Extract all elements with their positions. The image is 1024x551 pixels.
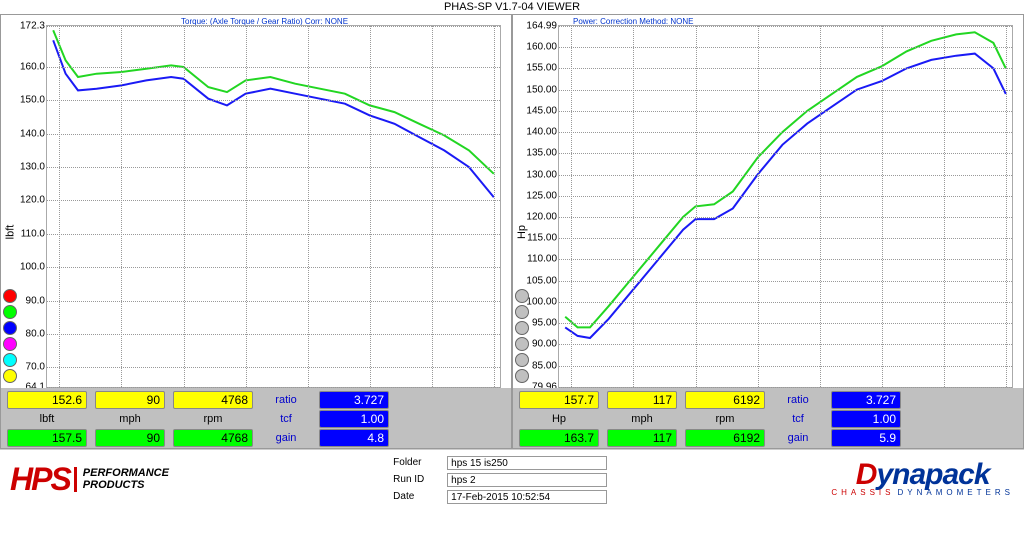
run-info-grid: Folder hps 15 is250 Run ID hps 2 Date 17… <box>393 455 607 505</box>
runid-value: hps 2 <box>447 473 607 487</box>
torque-chart-area: 64.170.080.090.0100.0110.0120.0130.0140.… <box>46 25 501 388</box>
legend-dot[interactable] <box>3 337 17 351</box>
tcf-value: 1.00 <box>319 410 389 428</box>
ratio-label: ratio <box>261 394 311 406</box>
legend-dot[interactable] <box>515 337 529 351</box>
unit-label-3: rpm <box>173 413 253 425</box>
ratio-value: 3.727 <box>319 391 389 409</box>
val-c2-green: 117 <box>607 429 677 447</box>
date-value: 17-Feb-2015 10:52:54 <box>447 490 607 504</box>
app-title: PHAS-SP V1.7-04 VIEWER <box>0 0 1024 14</box>
y-tick: 120.0 <box>7 195 47 206</box>
val-c1-yellow: 152.6 <box>7 391 87 409</box>
hp-chart-panel: Power: Correction Method: NONE 79.9685.0… <box>512 14 1024 449</box>
footer: HPS PERFORMANCE PRODUCTS Folder hps 15 i… <box>0 449 1024 509</box>
legend-dot[interactable] <box>515 321 529 335</box>
folder-label: Folder <box>393 457 443 468</box>
y-tick: 130.0 <box>7 162 47 173</box>
torque-y-label: lbft <box>4 224 16 239</box>
y-tick: 145.00 <box>519 105 559 116</box>
hp-chart-area: 79.9685.0090.0095.00100.00105.00110.0011… <box>558 25 1013 388</box>
y-tick: 110.00 <box>519 254 559 265</box>
val-c3-green: 4768 <box>173 429 253 447</box>
folder-value: hps 15 is250 <box>447 456 607 470</box>
tcf-label: tcf <box>773 413 823 425</box>
y-tick: 150.00 <box>519 84 559 95</box>
y-tick: 130.00 <box>519 169 559 180</box>
val-c1-green: 163.7 <box>519 429 599 447</box>
runid-label: Run ID <box>393 474 443 485</box>
val-c1-green: 157.5 <box>7 429 87 447</box>
unit-label-3: rpm <box>685 413 765 425</box>
val-c2-green: 90 <box>95 429 165 447</box>
hps-logo-text: HPS <box>10 465 70 494</box>
unit-label-2: mph <box>95 413 165 425</box>
val-c2-yellow: 90 <box>95 391 165 409</box>
y-tick: 120.00 <box>519 212 559 223</box>
hp-legend-dots <box>515 289 529 383</box>
val-c3-green: 6192 <box>685 429 765 447</box>
ratio-label: ratio <box>773 394 823 406</box>
gain-label: gain <box>773 432 823 444</box>
y-tick: 105.00 <box>519 275 559 286</box>
legend-dot[interactable] <box>515 353 529 367</box>
gain-label: gain <box>261 432 311 444</box>
y-tick: 164.99 <box>519 21 559 32</box>
y-tick: 100.0 <box>7 262 47 273</box>
y-tick: 135.00 <box>519 148 559 159</box>
unit-label-2: mph <box>607 413 677 425</box>
y-tick: 160.00 <box>519 42 559 53</box>
y-tick: 160.0 <box>7 62 47 73</box>
tcf-value: 1.00 <box>831 410 901 428</box>
unit-label-1: Hp <box>519 413 599 425</box>
viewer-row: Torque: (Axle Torque / Gear Ratio) Corr:… <box>0 14 1024 449</box>
hps-logo-subtitle: PERFORMANCE PRODUCTS <box>74 467 169 491</box>
series-line <box>53 40 494 197</box>
legend-dot[interactable] <box>515 289 529 303</box>
torque-legend-dots <box>3 289 17 383</box>
val-c3-yellow: 4768 <box>173 391 253 409</box>
hp-data-panel: 157.7 117 6192 ratio 3.727 Hp mph rpm tc… <box>513 388 1023 448</box>
hps-logo: HPS PERFORMANCE PRODUCTS <box>10 465 169 494</box>
ratio-value: 3.727 <box>831 391 901 409</box>
y-tick: 172.3 <box>7 21 47 32</box>
legend-dot[interactable] <box>3 321 17 335</box>
unit-label-1: lbft <box>7 413 87 425</box>
val-c2-yellow: 117 <box>607 391 677 409</box>
dynapack-logo: Dynapack CHASSIS DYNAMOMETERS <box>831 461 1014 498</box>
gain-value: 5.9 <box>831 429 901 447</box>
y-tick: 125.00 <box>519 190 559 201</box>
torque-data-panel: 152.6 90 4768 ratio 3.727 lbft mph rpm t… <box>1 388 511 448</box>
y-tick: 140.00 <box>519 127 559 138</box>
y-tick: 155.00 <box>519 63 559 74</box>
y-tick: 140.0 <box>7 128 47 139</box>
legend-dot[interactable] <box>3 353 17 367</box>
hp-y-label: Hp <box>516 224 528 238</box>
gain-value: 4.8 <box>319 429 389 447</box>
date-label: Date <box>393 491 443 502</box>
dynapack-logo-text: Dynapack <box>831 461 1014 488</box>
val-c3-yellow: 6192 <box>685 391 765 409</box>
val-c1-yellow: 157.7 <box>519 391 599 409</box>
torque-chart-panel: Torque: (Axle Torque / Gear Ratio) Corr:… <box>0 14 512 449</box>
legend-dot[interactable] <box>515 369 529 383</box>
legend-dot[interactable] <box>3 289 17 303</box>
tcf-label: tcf <box>261 413 311 425</box>
series-line <box>565 32 1006 327</box>
legend-dot[interactable] <box>515 305 529 319</box>
series-line <box>53 30 494 174</box>
legend-dot[interactable] <box>3 369 17 383</box>
y-tick: 150.0 <box>7 95 47 106</box>
dynapack-logo-subtitle: CHASSIS DYNAMOMETERS <box>831 488 1014 498</box>
legend-dot[interactable] <box>3 305 17 319</box>
